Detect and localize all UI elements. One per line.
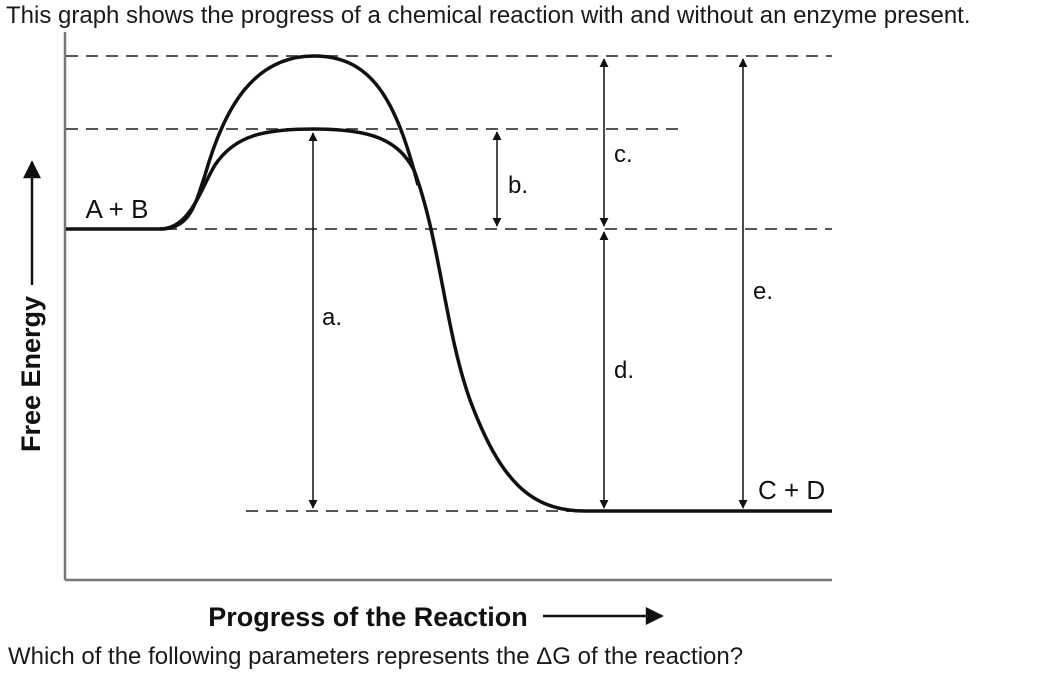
question-text: Which of the following parameters repres…	[8, 643, 744, 670]
x-axis-label: Progress of the Reaction	[208, 602, 528, 632]
intro-text: This graph shows the progress of a chemi…	[6, 2, 971, 29]
catalyzed-reaction-curve	[159, 127, 832, 513]
label-c: c.	[614, 141, 633, 168]
label-b: b.	[508, 172, 528, 199]
products-label: C + D	[758, 475, 825, 505]
reactants-label: A + B	[86, 194, 149, 224]
label-e: e.	[753, 278, 773, 305]
label-d: d.	[614, 357, 634, 384]
label-a: a.	[322, 304, 342, 331]
y-axis-label: Free Energy	[16, 296, 46, 452]
